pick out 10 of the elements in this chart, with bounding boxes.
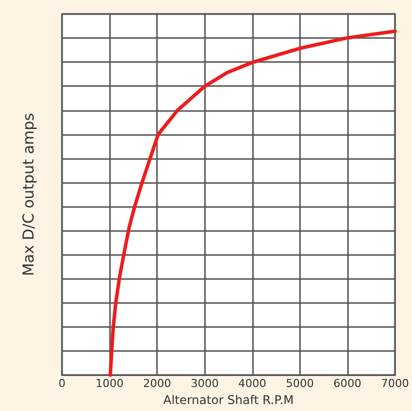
x-tick-label: 7000 xyxy=(381,377,410,390)
x-tick-label: 6000 xyxy=(333,377,362,390)
x-axis-title: Alternator Shaft R.P.M xyxy=(163,393,294,407)
x-tick-label: 5000 xyxy=(286,377,314,390)
x-tick-label: 1000 xyxy=(96,377,124,390)
x-tick-label: 0 xyxy=(58,377,66,390)
x-tick-label: 2000 xyxy=(143,377,172,390)
x-tick-label: 3000 xyxy=(190,377,219,390)
x-tick-label: 4000 xyxy=(238,377,266,390)
y-axis-title: Max D/C output amps xyxy=(20,112,38,276)
